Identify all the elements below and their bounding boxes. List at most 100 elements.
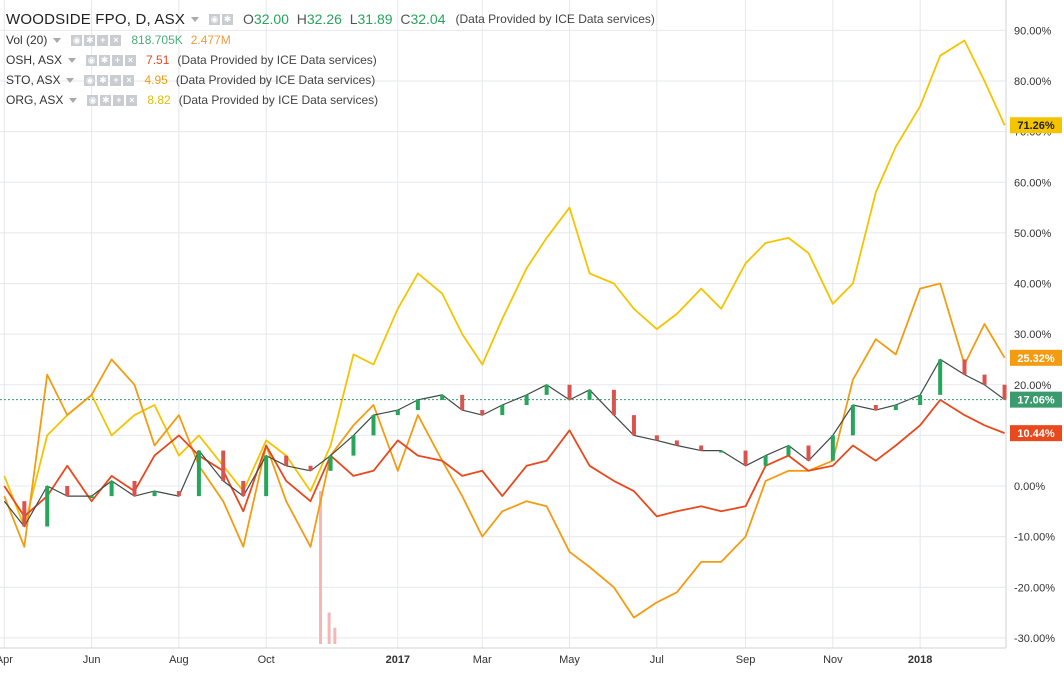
- close-icon[interactable]: ×: [123, 74, 135, 86]
- eye-icon[interactable]: ◉: [84, 74, 96, 86]
- close-icon[interactable]: ×: [125, 54, 137, 66]
- candle: [109, 480, 114, 497]
- volume-bar: [319, 491, 323, 644]
- eye-icon[interactable]: ◉: [209, 13, 221, 25]
- candle: [480, 410, 485, 416]
- last-value-label: 25.32%: [1017, 353, 1055, 365]
- compare-label[interactable]: OSH, ASX: [6, 53, 63, 67]
- compare-row-osh[interactable]: OSH, ASX ◉ ✱ + × 7.51 (Data Provided by …: [6, 50, 655, 70]
- compare-label[interactable]: ORG, ASX: [6, 93, 64, 107]
- gear-icon[interactable]: ✱: [84, 34, 96, 46]
- volume-row[interactable]: Vol (20) ◉ ✱ + × 818.705K 2.477M: [6, 30, 655, 50]
- y-tick-label: 90.00%: [1014, 25, 1052, 37]
- main-symbol-label[interactable]: WOODSIDE FPO, D, ASX: [6, 10, 186, 28]
- candle: [719, 450, 724, 453]
- ohlc-readout: O32.00 H32.26 L31.89 C32.04: [243, 11, 446, 27]
- volume-bar: [327, 612, 331, 644]
- gear-icon[interactable]: ✱: [99, 54, 111, 66]
- eye-icon[interactable]: ◉: [71, 34, 83, 46]
- close-icon[interactable]: ×: [126, 94, 138, 106]
- series-controls: ◉ ✱ + ×: [87, 94, 139, 106]
- compare-value: 7.51: [146, 53, 170, 67]
- candle: [587, 389, 592, 400]
- candle: [132, 480, 137, 497]
- plus-icon[interactable]: +: [97, 34, 109, 46]
- chevron-down-icon[interactable]: [53, 37, 62, 43]
- candle: [786, 445, 791, 456]
- x-tick-label: Oct: [258, 654, 275, 666]
- last-value-label: 71.26%: [1017, 120, 1055, 132]
- y-tick-label: -20.00%: [1014, 582, 1055, 594]
- chevron-down-icon[interactable]: [66, 77, 75, 83]
- y-tick-label: 0.00%: [1014, 481, 1045, 493]
- candle: [264, 455, 269, 497]
- candle: [544, 384, 549, 395]
- candle: [284, 455, 289, 466]
- candle: [500, 405, 505, 416]
- candle: [221, 450, 226, 481]
- series-controls: ◉ ✱: [209, 13, 235, 25]
- gear-icon[interactable]: ✱: [100, 94, 112, 106]
- candle: [938, 359, 943, 395]
- candle: [89, 496, 94, 499]
- high-value: 32.26: [306, 11, 342, 27]
- last-value-label: 10.44%: [1017, 428, 1055, 440]
- chevron-down-icon[interactable]: [68, 57, 77, 63]
- volume-value: 818.705K: [131, 33, 183, 47]
- y-tick-label: 40.00%: [1014, 279, 1052, 291]
- plus-icon[interactable]: +: [113, 94, 125, 106]
- close-value: 32.04: [410, 11, 446, 27]
- compare-value: 4.95: [144, 73, 168, 87]
- candle: [45, 486, 50, 527]
- candle: [699, 445, 704, 451]
- candle: [328, 455, 333, 471]
- x-tick-label: Nov: [823, 654, 843, 666]
- candle: [893, 405, 898, 411]
- low-value: 31.89: [357, 11, 393, 27]
- chart-legend: WOODSIDE FPO, D, ASX ◉ ✱ O32.00 H32.26 L…: [6, 8, 655, 110]
- compare-label[interactable]: STO, ASX: [6, 73, 61, 87]
- y-tick-label: -10.00%: [1014, 532, 1055, 544]
- candle: [152, 491, 157, 497]
- x-tick-label: Mar: [473, 654, 492, 666]
- eye-icon[interactable]: ◉: [87, 94, 99, 106]
- eye-icon[interactable]: ◉: [86, 54, 98, 66]
- series-line-osh: [3, 398, 1005, 518]
- provider-note: (Data Provided by ICE Data services): [178, 93, 379, 107]
- x-tick-label: Apr: [0, 654, 13, 666]
- compare-row-org[interactable]: ORG, ASX ◉ ✱ + × 8.82 (Data Provided by …: [6, 90, 655, 110]
- x-tick-label: 2018: [908, 654, 932, 666]
- x-tick-label: May: [559, 654, 580, 666]
- candle: [415, 399, 420, 411]
- close-icon[interactable]: ×: [110, 34, 122, 46]
- volume-label[interactable]: Vol (20): [6, 33, 48, 47]
- candle: [22, 501, 27, 527]
- y-tick-label: -30.00%: [1014, 633, 1055, 645]
- series-controls: ◉ ✱ + ×: [71, 34, 123, 46]
- chevron-down-icon[interactable]: [191, 16, 200, 22]
- gear-icon[interactable]: ✱: [222, 13, 234, 25]
- x-tick-label: Sep: [736, 654, 756, 666]
- candle: [308, 465, 313, 471]
- series-controls: ◉ ✱ + ×: [86, 54, 138, 66]
- plus-icon[interactable]: +: [112, 54, 124, 66]
- candle: [743, 450, 748, 466]
- open-value: 32.00: [253, 11, 289, 27]
- compare-row-sto[interactable]: STO, ASX ◉ ✱ + × 4.95 (Data Provided by …: [6, 70, 655, 90]
- y-tick-label: 30.00%: [1014, 329, 1052, 341]
- chevron-down-icon[interactable]: [69, 97, 78, 103]
- candle: [850, 405, 855, 436]
- series-controls: ◉ ✱ + ×: [84, 74, 136, 86]
- candle: [371, 415, 376, 436]
- main-series-row[interactable]: WOODSIDE FPO, D, ASX ◉ ✱ O32.00 H32.26 L…: [6, 8, 655, 30]
- last-value-box: [1010, 425, 1062, 442]
- candle: [395, 410, 400, 416]
- candle: [962, 359, 967, 375]
- candle: [1002, 384, 1007, 400]
- gear-icon[interactable]: ✱: [97, 74, 109, 86]
- candle: [524, 394, 529, 405]
- plus-icon[interactable]: +: [110, 74, 122, 86]
- candle: [65, 486, 70, 497]
